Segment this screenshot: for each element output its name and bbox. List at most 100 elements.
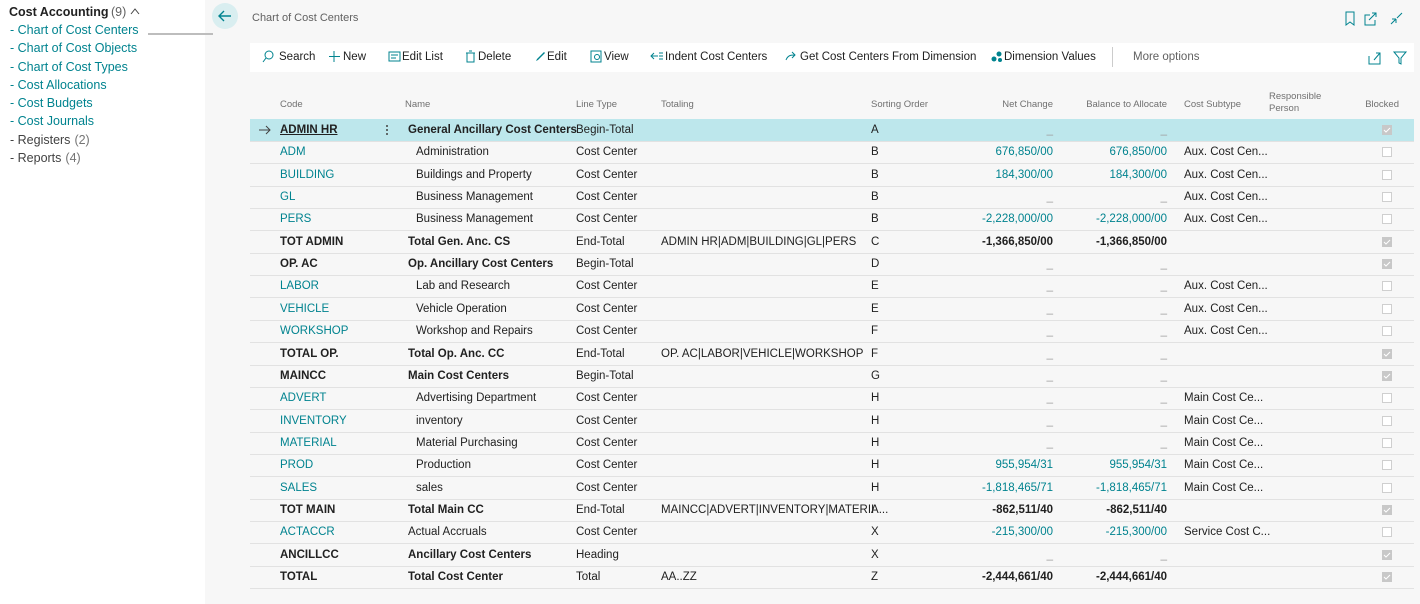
cell-balance-to-allocate: _ xyxy=(1160,191,1167,204)
cell-name: Total Op. Anc. CC xyxy=(408,347,505,360)
cell-balance-to-allocate: _ xyxy=(1160,258,1167,271)
toolbar-action[interactable]: Edit xyxy=(547,51,567,63)
cell-code[interactable]: SALES xyxy=(280,481,318,494)
blocked-checkbox[interactable] xyxy=(1382,281,1392,292)
cell-cost-subtype: Aux. Cost Cen... xyxy=(1184,213,1268,226)
row-divider xyxy=(250,520,1414,522)
blocked-checkbox[interactable] xyxy=(1382,169,1392,180)
toolbar-action[interactable]: Indent Cost Centers xyxy=(665,51,768,63)
action-icon[interactable] xyxy=(388,50,402,64)
blocked-checkbox[interactable] xyxy=(1382,549,1392,560)
cell-code[interactable]: LABOR xyxy=(280,280,319,293)
blocked-checkbox[interactable] xyxy=(1382,214,1392,225)
action-icon[interactable] xyxy=(650,50,664,64)
back-button[interactable] xyxy=(211,3,239,31)
blocked-checkbox[interactable] xyxy=(1382,259,1392,270)
cell-code[interactable]: TOT MAIN xyxy=(280,503,336,516)
blocked-checkbox[interactable] xyxy=(1382,460,1392,471)
cell-line-type: Cost Center xyxy=(576,302,638,315)
window-icons[interactable] xyxy=(1344,11,1414,27)
cell-sorting-order: H xyxy=(871,436,880,449)
action-icon[interactable] xyxy=(534,50,548,64)
nav-link[interactable]: - Chart of Cost Objects xyxy=(10,41,138,56)
cell-net-change: _ xyxy=(1046,414,1053,427)
nav-link[interactable]: - Cost Budgets xyxy=(10,96,93,110)
blocked-checkbox[interactable] xyxy=(1382,572,1392,582)
column-header: Cost Subtype xyxy=(1184,99,1242,110)
cell-net-change: _ xyxy=(1046,302,1053,315)
cell-totaling: AA..ZZ xyxy=(661,571,697,583)
blocked-checkbox[interactable] xyxy=(1382,236,1392,247)
cell-sorting-order: C xyxy=(871,235,880,248)
cell-code[interactable]: ADMIN HR xyxy=(280,124,338,136)
cell-balance-to-allocate: -2,444,661/40 xyxy=(1096,571,1167,583)
column-header: Line Type xyxy=(576,99,618,110)
cell-cost-subtype: Aux. Cost Cen... xyxy=(1184,302,1268,315)
cell-code[interactable]: TOTAL xyxy=(280,571,318,583)
nav-link[interactable]: - Reports xyxy=(10,150,62,165)
cell-code[interactable]: INVENTORY xyxy=(280,414,347,427)
blocked-checkbox[interactable] xyxy=(1382,415,1392,426)
cell-code[interactable]: MAINCC xyxy=(280,369,326,382)
nav-link[interactable]: - Registers xyxy=(10,132,71,147)
cell-balance-to-allocate: _ xyxy=(1160,369,1167,382)
blocked-checkbox[interactable] xyxy=(1382,437,1392,448)
action-icon[interactable] xyxy=(464,50,478,64)
blocked-checkbox[interactable] xyxy=(1382,393,1392,404)
cell-sorting-order: H xyxy=(871,459,880,472)
action-icon[interactable] xyxy=(590,50,604,64)
blocked-checkbox[interactable] xyxy=(1382,504,1392,515)
blocked-checkbox[interactable] xyxy=(1382,326,1392,337)
blocked-checkbox[interactable] xyxy=(1382,527,1392,538)
toolbar-action[interactable]: Get Cost Centers From Dimension xyxy=(800,51,977,63)
cell-code[interactable]: BUILDING xyxy=(280,168,335,181)
action-icon[interactable] xyxy=(262,50,276,64)
share-filter-icons[interactable] xyxy=(1367,50,1412,66)
toolbar xyxy=(250,43,1414,72)
cell-code[interactable]: WORKSHOP xyxy=(280,325,349,338)
toolbar-action[interactable]: New xyxy=(343,51,367,63)
blocked-checkbox[interactable] xyxy=(1382,370,1392,381)
blocked-checkbox[interactable] xyxy=(1382,303,1392,314)
column-header: Balance to Allocate xyxy=(1086,99,1167,110)
row-divider xyxy=(250,319,1414,321)
blocked-checkbox[interactable] xyxy=(1382,348,1392,359)
cell-code[interactable]: PROD xyxy=(280,459,314,472)
blocked-checkbox[interactable] xyxy=(1382,482,1392,493)
row-divider xyxy=(250,208,1414,210)
cell-line-type: Begin-Total xyxy=(576,124,634,136)
cell-code[interactable]: MATERIAL xyxy=(280,436,337,449)
cell-code[interactable]: GL xyxy=(280,191,296,204)
toolbar-action[interactable]: Delete xyxy=(478,51,512,63)
cell-code[interactable]: PERS xyxy=(280,213,312,226)
toolbar-action[interactable]: View xyxy=(604,51,629,63)
collapse-icon[interactable] xyxy=(130,7,140,15)
toolbar-action[interactable]: Edit List xyxy=(402,51,443,63)
blocked-checkbox[interactable] xyxy=(1382,147,1392,158)
cell-code[interactable]: ADVERT xyxy=(280,392,327,405)
cell-code[interactable]: ANCILLCC xyxy=(280,548,339,561)
nav-link[interactable]: - Chart of Cost Centers xyxy=(10,23,139,37)
action-icon[interactable] xyxy=(990,50,1004,64)
nav-link[interactable]: - Cost Allocations xyxy=(10,77,107,92)
cell-net-change: 676,850/00 xyxy=(995,146,1053,159)
cell-code[interactable]: VEHICLE xyxy=(280,302,330,315)
blocked-checkbox[interactable] xyxy=(1382,125,1392,135)
nav-link[interactable]: - Cost Journals xyxy=(10,114,95,129)
cell-line-type: Begin-Total xyxy=(576,258,634,271)
cell-cost-subtype: Aux. Cost Cen... xyxy=(1184,280,1268,293)
cell-code[interactable]: TOT ADMIN xyxy=(280,235,344,248)
nav-link[interactable]: - Chart of Cost Types xyxy=(10,59,128,74)
more-options[interactable]: More options xyxy=(1133,51,1200,63)
cell-code[interactable]: OP. AC xyxy=(280,258,318,271)
action-icon[interactable] xyxy=(328,50,342,64)
cell-code[interactable]: ADM xyxy=(280,146,306,159)
action-icon[interactable] xyxy=(785,50,799,64)
cell-code[interactable]: TOTAL OP. xyxy=(280,347,339,360)
toolbar-action[interactable]: Search xyxy=(279,51,316,63)
row-menu[interactable] xyxy=(384,124,390,136)
cell-code[interactable]: ACTACCR xyxy=(280,526,335,539)
toolbar-action[interactable]: Dimension Values xyxy=(1004,51,1096,63)
blocked-checkbox[interactable] xyxy=(1382,192,1392,203)
row-divider xyxy=(250,565,1414,567)
